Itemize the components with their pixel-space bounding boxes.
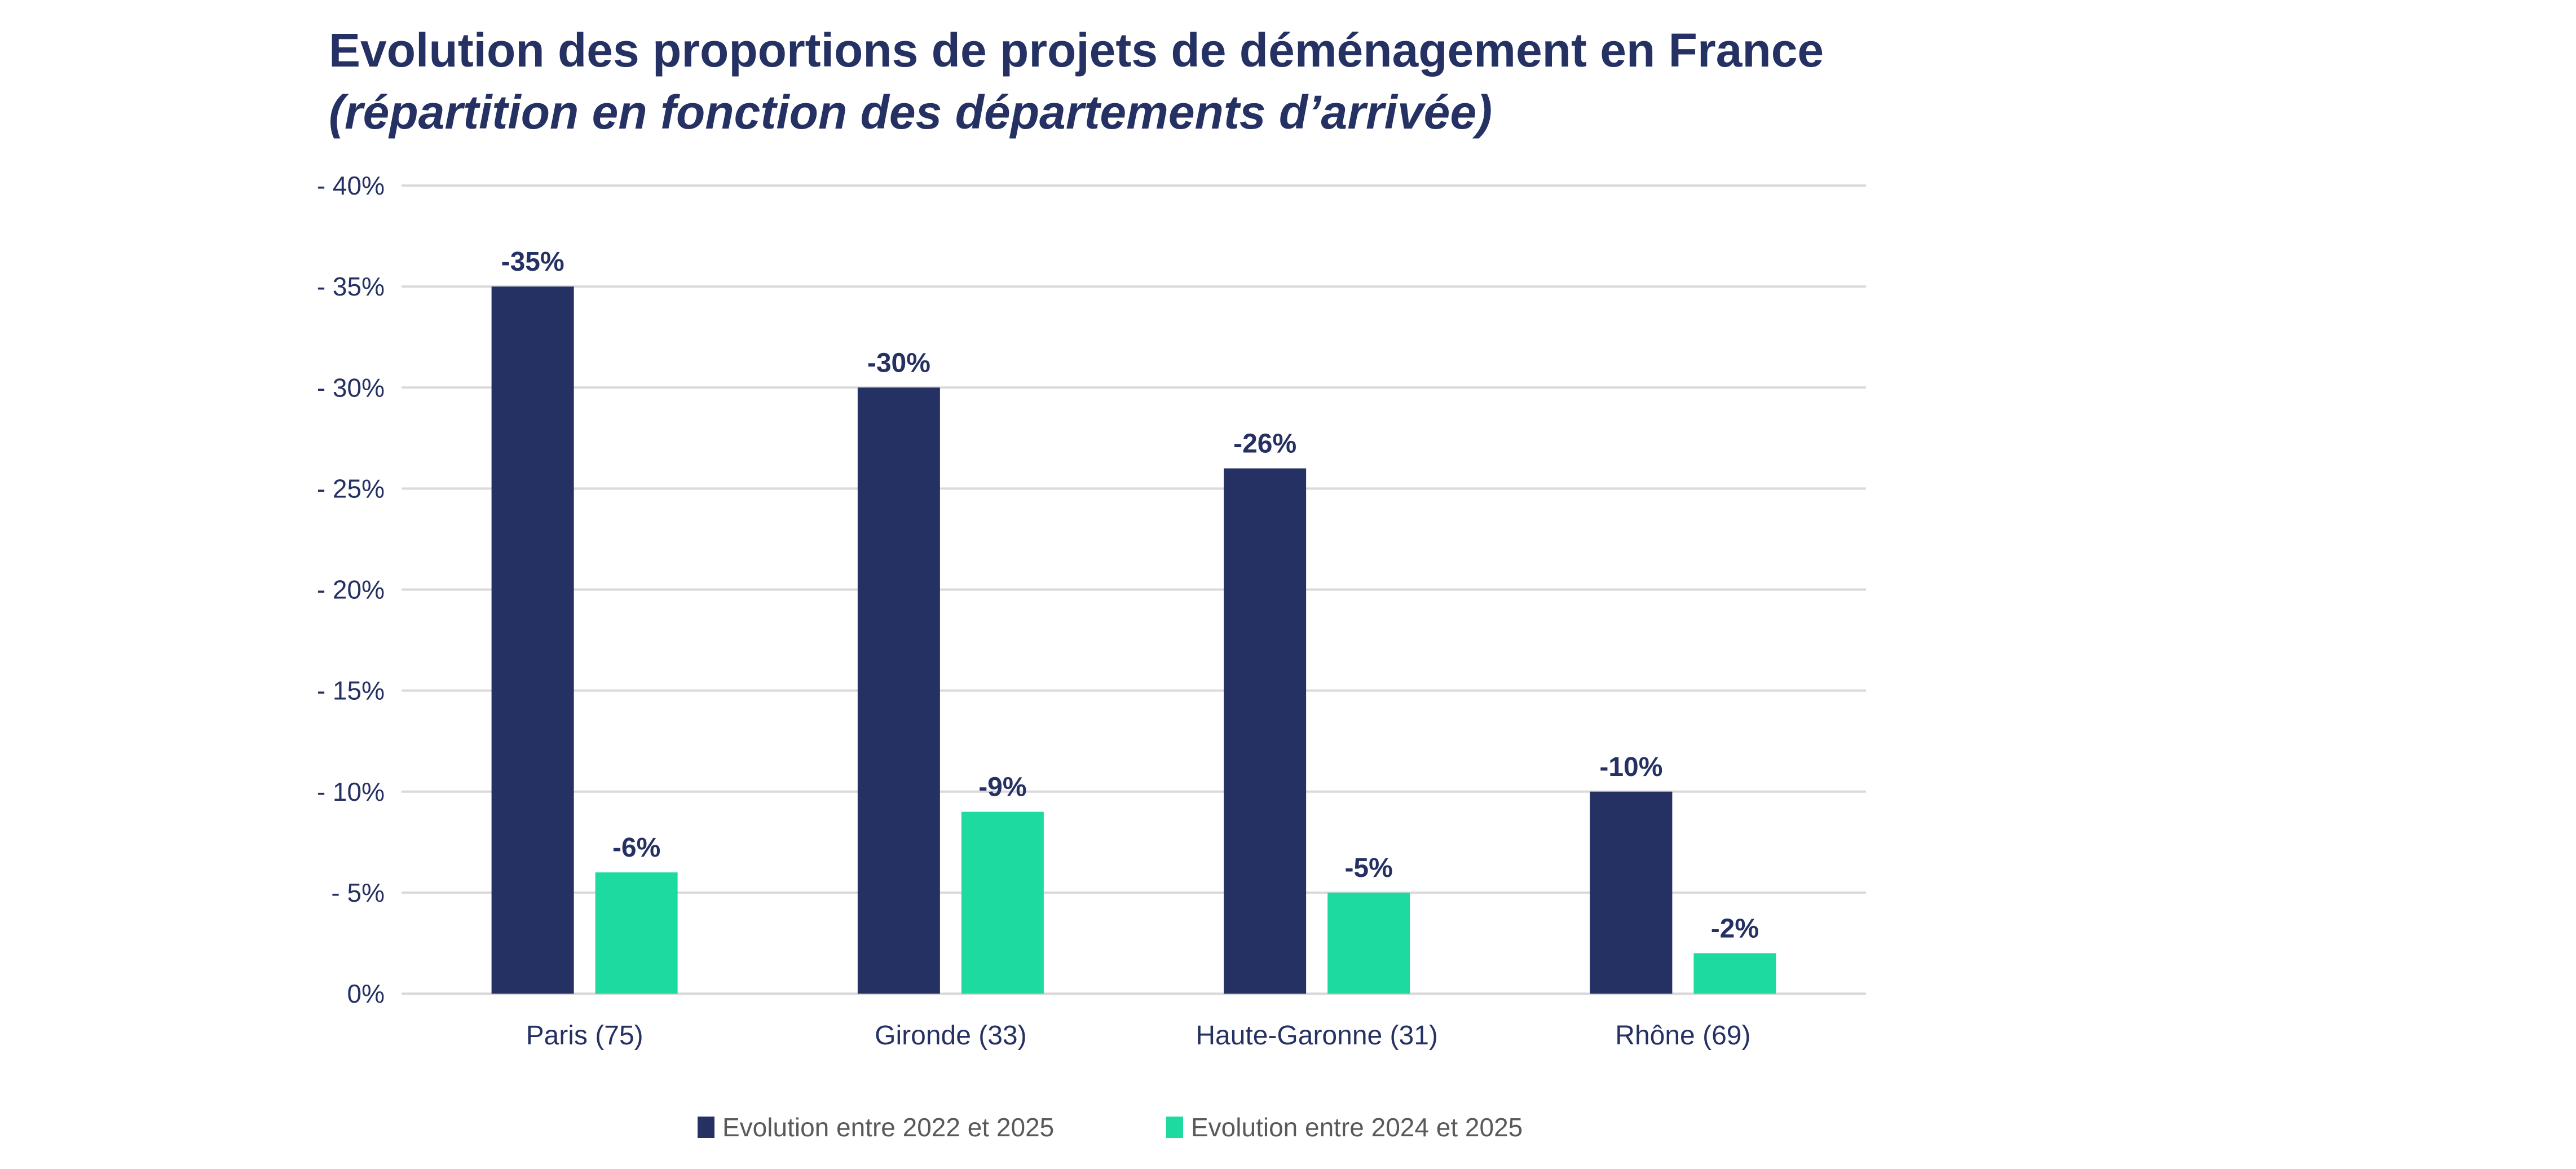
- legend-label: Evolution entre 2022 et 2025: [722, 1113, 1054, 1142]
- legend-swatch: [1166, 1117, 1183, 1138]
- x-axis-labels: Paris (75) Gironde (33) Haute-Garonne (31)…: [526, 1021, 1751, 1051]
- x-tick-label: Gironde (33): [875, 1021, 1026, 1051]
- data-label: -35%: [501, 247, 564, 277]
- y-tick-label: - 35%: [317, 272, 385, 301]
- legend-swatch: [698, 1117, 714, 1138]
- bar: [961, 811, 1044, 994]
- bar: [1590, 791, 1673, 994]
- y-tick-label: - 10%: [317, 777, 385, 806]
- y-tick-label: - 25%: [317, 474, 385, 503]
- data-label: -10%: [1599, 752, 1662, 782]
- data-label: -5%: [1344, 853, 1392, 883]
- bar: [491, 286, 574, 994]
- x-tick-label: Paris (75): [526, 1021, 643, 1051]
- y-axis-ticks: 0% - 5% - 10% - 15% - 20% - 25% - 30% - 35% - 40…: [317, 171, 385, 1008]
- y-tick-label: 0%: [347, 979, 385, 1008]
- y-tick-label: - 30%: [317, 373, 385, 402]
- chart-title: Evolution des proportions de projets de …: [329, 24, 1824, 77]
- data-label: -26%: [1233, 429, 1296, 459]
- legend-label: Evolution entre 2024 et 2025: [1191, 1113, 1523, 1142]
- bar: [595, 872, 678, 994]
- y-tick-label: - 20%: [317, 575, 385, 605]
- bar: [1693, 953, 1776, 994]
- data-label: -9%: [978, 773, 1026, 802]
- legend: Evolution entre 2022 et 2025 Evolution en…: [698, 1113, 1523, 1142]
- chart-subtitle: (répartition en fonction des département…: [329, 86, 1492, 139]
- y-tick-label: - 15%: [317, 676, 385, 705]
- data-label: -2%: [1711, 914, 1759, 943]
- bar: [1224, 468, 1307, 994]
- y-tick-label: - 5%: [331, 878, 385, 907]
- bars: -35% -6% -30% -9% -26% -5% -10% -2%: [491, 247, 1776, 994]
- data-label: -30%: [867, 348, 930, 378]
- y-tick-label: - 40%: [317, 171, 385, 200]
- data-label: -6%: [612, 833, 660, 863]
- x-tick-label: Haute-Garonne (31): [1196, 1021, 1438, 1051]
- bar: [857, 387, 940, 994]
- x-tick-label: Rhône (69): [1615, 1021, 1750, 1051]
- bar: [1327, 892, 1410, 994]
